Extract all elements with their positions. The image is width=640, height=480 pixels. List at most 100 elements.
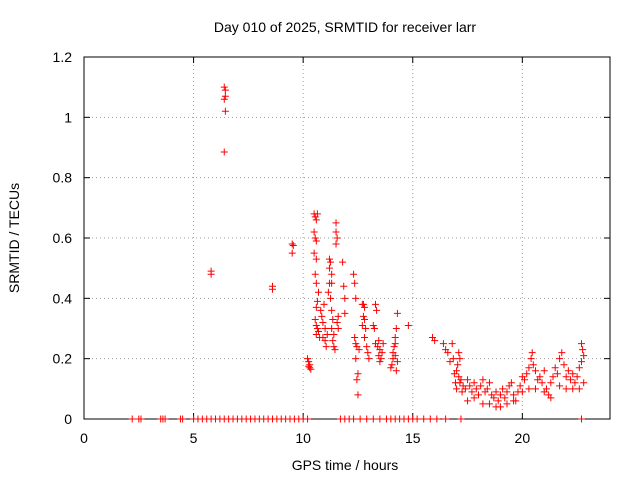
data-point bbox=[496, 403, 504, 411]
data-point bbox=[569, 370, 577, 378]
grid-lines bbox=[84, 57, 610, 419]
data-point bbox=[444, 349, 452, 357]
data-point bbox=[538, 379, 546, 387]
data-point bbox=[328, 325, 336, 332]
data-point bbox=[393, 309, 401, 317]
y-tick-label: 0.2 bbox=[53, 351, 73, 367]
data-point bbox=[556, 355, 564, 363]
data-point bbox=[456, 355, 464, 363]
y-tick-label: 0.4 bbox=[53, 290, 73, 306]
data-point bbox=[547, 379, 555, 387]
data-point bbox=[525, 385, 533, 393]
data-point bbox=[556, 382, 564, 390]
data-point bbox=[456, 379, 464, 387]
data-point bbox=[404, 321, 412, 329]
data-point bbox=[580, 379, 588, 387]
data-point bbox=[313, 210, 321, 218]
data-point bbox=[327, 294, 335, 302]
data-point bbox=[501, 394, 509, 402]
data-point bbox=[490, 394, 498, 402]
data-point bbox=[455, 349, 463, 357]
data-point bbox=[475, 391, 482, 399]
data-point bbox=[510, 391, 518, 399]
data-point bbox=[221, 92, 229, 100]
data-point bbox=[325, 264, 333, 272]
data-point bbox=[354, 391, 362, 399]
data-point bbox=[312, 321, 320, 329]
data-point bbox=[529, 361, 537, 369]
data-point bbox=[328, 306, 336, 314]
data-point bbox=[457, 376, 465, 384]
data-point bbox=[562, 385, 570, 393]
data-point bbox=[220, 83, 228, 91]
data-point bbox=[220, 148, 228, 156]
data-point bbox=[479, 376, 487, 384]
data-point bbox=[333, 234, 341, 242]
data-point bbox=[510, 397, 518, 405]
data-point bbox=[523, 370, 531, 378]
x-axis-label: GPS time / hours bbox=[292, 457, 399, 473]
data-point bbox=[569, 385, 577, 393]
data-point bbox=[477, 382, 485, 390]
data-point bbox=[179, 415, 187, 423]
data-point bbox=[312, 331, 320, 339]
data-point bbox=[363, 343, 371, 351]
data-point bbox=[376, 415, 384, 423]
data-point bbox=[310, 228, 318, 236]
data-point bbox=[503, 400, 511, 408]
data-point bbox=[392, 367, 400, 375]
data-point bbox=[485, 379, 493, 387]
y-axis-label: SRMTID / TECUs bbox=[6, 183, 22, 293]
data-point bbox=[306, 364, 314, 372]
data-point bbox=[562, 373, 570, 381]
data-point bbox=[330, 331, 338, 339]
data-point bbox=[387, 364, 395, 372]
data-point bbox=[442, 415, 450, 423]
data-point bbox=[356, 415, 364, 423]
data-point bbox=[289, 242, 297, 250]
data-point bbox=[375, 337, 383, 345]
data-point bbox=[483, 385, 491, 393]
data-point bbox=[575, 385, 583, 393]
data-point bbox=[453, 385, 461, 393]
data-point bbox=[334, 312, 342, 320]
data-point bbox=[312, 216, 320, 224]
data-point bbox=[479, 400, 487, 408]
data-point bbox=[350, 415, 358, 423]
x-tick-label: 5 bbox=[190, 430, 198, 446]
data-point bbox=[323, 331, 331, 339]
data-point bbox=[329, 337, 337, 345]
data-point bbox=[453, 367, 461, 375]
data-point bbox=[458, 388, 466, 396]
data-point bbox=[339, 258, 347, 266]
data-point bbox=[558, 349, 566, 357]
data-point bbox=[311, 315, 319, 323]
data-point bbox=[304, 415, 312, 423]
data-point bbox=[328, 279, 336, 287]
data-point bbox=[485, 400, 493, 408]
data-point bbox=[575, 364, 583, 372]
data-point bbox=[305, 362, 313, 370]
data-point bbox=[472, 385, 480, 393]
data-point bbox=[364, 349, 372, 357]
data-point bbox=[369, 415, 377, 423]
data-point bbox=[390, 343, 398, 351]
data-point bbox=[327, 258, 335, 266]
data-point bbox=[351, 334, 359, 342]
chart-title: Day 010 of 2025, SRMTID for receiver lar… bbox=[214, 19, 477, 35]
data-point bbox=[317, 306, 325, 314]
data-point bbox=[492, 388, 500, 396]
x-tick-label: 20 bbox=[515, 430, 531, 446]
data-point bbox=[311, 270, 319, 278]
data-point bbox=[320, 300, 328, 308]
data-point bbox=[341, 309, 349, 317]
data-point bbox=[496, 391, 504, 399]
data-point bbox=[321, 337, 329, 345]
data-point bbox=[313, 297, 321, 305]
data-point bbox=[564, 367, 572, 375]
data-point bbox=[573, 373, 581, 381]
data-point bbox=[461, 385, 469, 393]
data-point bbox=[361, 315, 369, 323]
data-point bbox=[268, 285, 276, 293]
